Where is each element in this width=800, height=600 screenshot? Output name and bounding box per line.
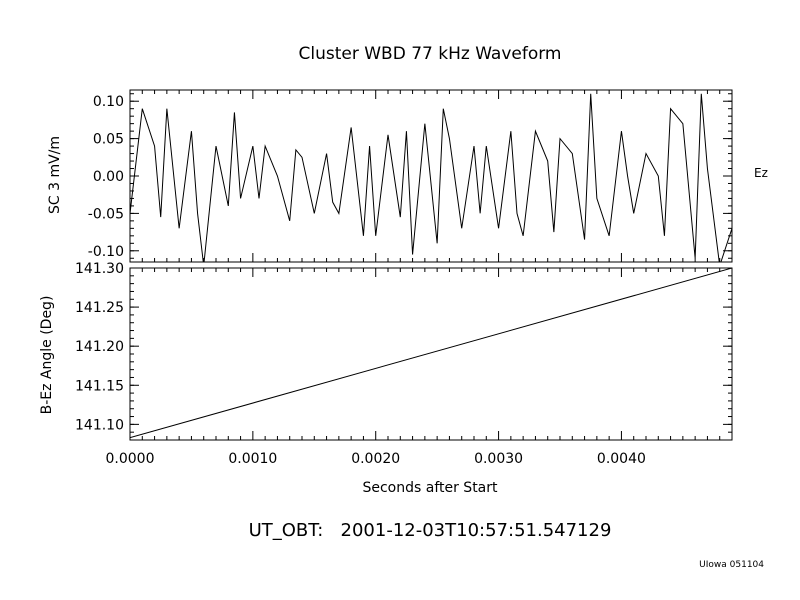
series-label: Ez [754, 166, 768, 180]
series-line [130, 268, 732, 439]
chart-title: Cluster WBD 77 kHz Waveform [299, 44, 562, 64]
series-line [130, 93, 732, 262]
x-tick-label: 0.0030 [474, 451, 523, 467]
x-tick-label: 0.0010 [228, 451, 277, 467]
y-tick-label: 141.10 [75, 417, 124, 433]
top-ylabel: SC 3 mV/m [47, 136, 63, 214]
y-tick-label: 141.30 [75, 261, 124, 277]
x-tick-label: 0.0020 [351, 451, 400, 467]
waveform-panel: 0.10 0.05 0.00 -0.05 -0.10 [88, 89, 733, 263]
y-tick-label: 0.00 [93, 169, 124, 185]
y-tick-label: 141.25 [75, 300, 124, 316]
timestamp: UT_OBT: 2001-12-03T10:57:51.547129 [249, 520, 612, 541]
x-tick-label: 0.0040 [597, 451, 646, 467]
credit: UIowa 051104 [699, 560, 764, 570]
bottom-ylabel: B-Ez Angle (Deg) [39, 296, 55, 415]
y-tick-label: -0.05 [88, 206, 124, 222]
y-tick-label: -0.10 [88, 244, 124, 260]
x-tick-label: 0.0000 [106, 451, 155, 467]
x-axis-label: Seconds after Start [362, 480, 498, 496]
y-tick-label: 0.10 [93, 94, 124, 110]
y-tick-label: 141.20 [75, 339, 124, 355]
y-tick-label: 141.15 [75, 378, 124, 394]
angle-panel: 141.30 141.25 141.20 141.15 141.10 0.0000 0.00… [75, 261, 733, 467]
y-tick-label: 0.05 [93, 132, 124, 148]
